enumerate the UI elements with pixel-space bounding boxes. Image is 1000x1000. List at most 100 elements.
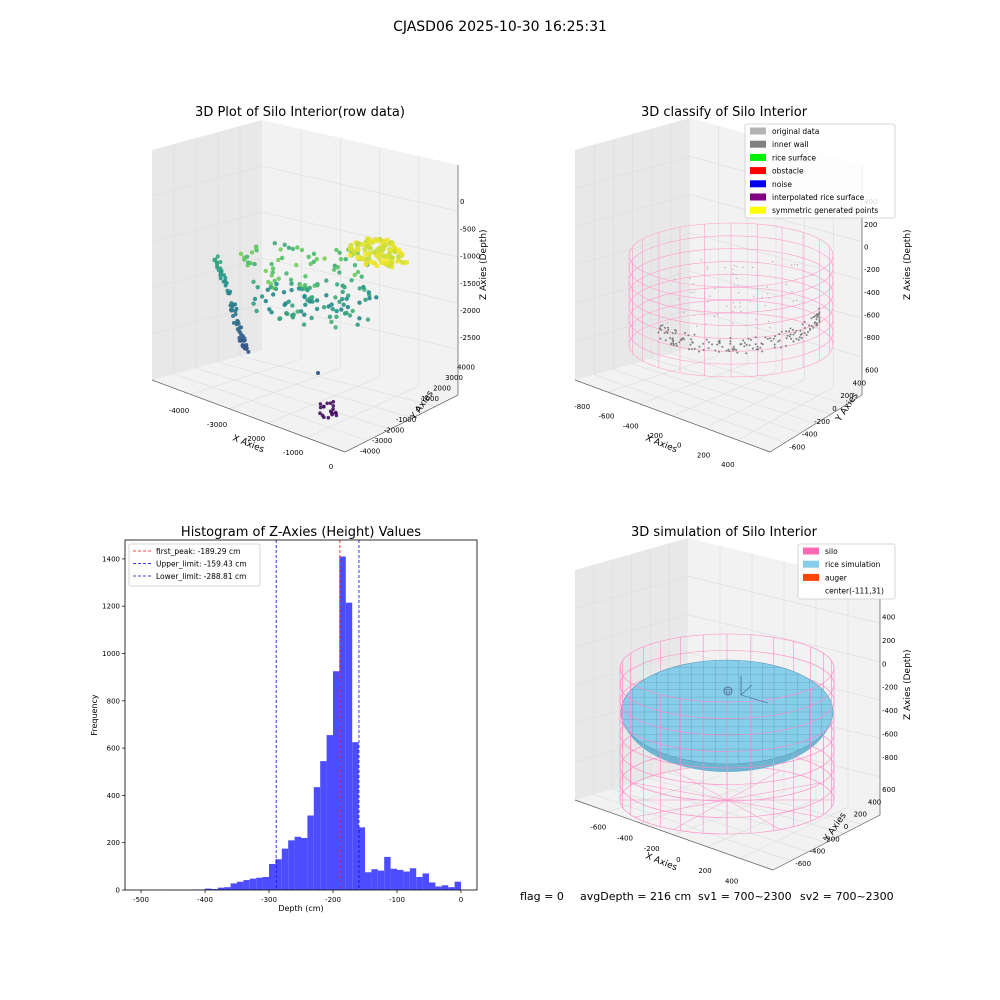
panel1-z-ticks: 0 -500 -1000 -1500 -2000 -2500 bbox=[460, 198, 480, 342]
classified-point bbox=[713, 315, 716, 317]
z-tick-label: 200 bbox=[864, 221, 877, 229]
classified-point bbox=[707, 300, 709, 303]
z-tick-label: -800 bbox=[864, 334, 880, 342]
histogram-bar bbox=[339, 556, 346, 890]
classified-point bbox=[671, 332, 674, 335]
data-point bbox=[266, 279, 271, 285]
x-tick-label: -600 bbox=[590, 823, 606, 831]
histogram-bar bbox=[313, 787, 321, 890]
histogram-bar bbox=[301, 837, 308, 890]
data-point bbox=[273, 286, 279, 292]
classified-point bbox=[793, 263, 796, 266]
histogram-x-ticks: -500 -400 -300 -200 -100 0 bbox=[133, 890, 463, 904]
data-point bbox=[296, 286, 302, 291]
data-point bbox=[337, 299, 342, 304]
classified-point bbox=[669, 337, 672, 340]
data-point bbox=[268, 285, 273, 290]
x-tick-label: 0 bbox=[676, 856, 680, 864]
grid-line bbox=[574, 614, 881, 662]
classified-point bbox=[745, 343, 748, 346]
y-axis-line bbox=[772, 814, 881, 871]
histogram-bar bbox=[429, 882, 436, 890]
classified-point bbox=[778, 333, 781, 335]
y-axis-line bbox=[769, 394, 863, 453]
classified-point bbox=[773, 346, 776, 349]
classified-point bbox=[756, 345, 759, 348]
classified-point bbox=[707, 347, 710, 350]
data-point bbox=[218, 269, 223, 274]
histogram-bar bbox=[205, 888, 212, 890]
classified-point bbox=[736, 351, 739, 354]
classified-point bbox=[792, 340, 795, 343]
classified-point bbox=[735, 273, 737, 276]
classified-point bbox=[706, 268, 708, 271]
data-point bbox=[382, 253, 388, 260]
legend-label: symmetric generated points bbox=[772, 206, 878, 215]
data-point bbox=[281, 290, 287, 295]
histogram-plot-area bbox=[125, 540, 477, 890]
data-point bbox=[290, 246, 296, 252]
z-tick-label: -400 bbox=[864, 289, 880, 297]
classified-point bbox=[671, 337, 674, 340]
classified-point bbox=[753, 295, 755, 297]
y-tick-label: 800 bbox=[107, 697, 120, 705]
legend-swatch bbox=[750, 127, 766, 135]
classified-point bbox=[692, 283, 694, 285]
classified-point bbox=[769, 337, 772, 340]
data-point bbox=[245, 260, 251, 265]
grid-line bbox=[151, 257, 459, 304]
legend-label: original data bbox=[772, 127, 819, 136]
classified-point bbox=[785, 337, 788, 340]
classified-point bbox=[689, 277, 691, 279]
x-axis-line bbox=[574, 799, 774, 871]
classified-point bbox=[698, 345, 701, 348]
data-point bbox=[218, 266, 223, 271]
histogram-bar bbox=[416, 876, 423, 890]
classified-point bbox=[682, 311, 685, 313]
legend-swatch bbox=[750, 167, 766, 175]
y-tick-label: 4000 bbox=[457, 363, 475, 371]
classified-point bbox=[795, 299, 798, 301]
classified-point bbox=[672, 340, 675, 343]
histogram-bar bbox=[217, 887, 225, 890]
classified-point bbox=[661, 324, 664, 327]
classified-point bbox=[812, 326, 815, 329]
data-point bbox=[367, 296, 372, 301]
y-tick-label: -600 bbox=[795, 860, 811, 868]
data-point bbox=[303, 274, 308, 279]
classified-point bbox=[751, 347, 754, 350]
classified-point bbox=[795, 337, 798, 340]
data-point bbox=[302, 294, 307, 300]
classified-point bbox=[690, 338, 693, 341]
classified-point bbox=[818, 321, 821, 323]
classified-point bbox=[774, 335, 777, 338]
classified-point bbox=[716, 343, 719, 346]
classified-point bbox=[764, 304, 767, 307]
histogram-bar bbox=[294, 836, 301, 890]
x-tick-label: -200 bbox=[325, 896, 341, 904]
classified-point bbox=[818, 316, 821, 319]
data-point bbox=[383, 242, 389, 248]
histogram-bar bbox=[365, 872, 372, 890]
classify-panel: 3D classify of Silo Interior 4002000-200… bbox=[574, 105, 913, 469]
classified-point bbox=[667, 328, 670, 331]
classified-point bbox=[714, 287, 716, 290]
data-point bbox=[338, 257, 344, 262]
classified-point bbox=[799, 333, 802, 336]
legend-label: first_peak: -189.29 cm bbox=[156, 547, 240, 556]
data-point bbox=[357, 300, 362, 305]
data-point bbox=[367, 237, 373, 243]
classified-point bbox=[769, 326, 771, 329]
x-tick-label: -400 bbox=[623, 422, 639, 430]
data-point bbox=[357, 286, 362, 291]
y-tick-label: -4000 bbox=[360, 448, 380, 456]
data-point bbox=[354, 241, 361, 247]
classified-point bbox=[680, 338, 683, 341]
data-point bbox=[375, 238, 381, 244]
histogram-panel: Histogram of Z-Axies (Height) Values -50… bbox=[90, 525, 478, 913]
data-point bbox=[333, 325, 338, 330]
data-point bbox=[328, 409, 333, 414]
data-point bbox=[371, 249, 377, 255]
histogram-bar bbox=[269, 863, 276, 890]
